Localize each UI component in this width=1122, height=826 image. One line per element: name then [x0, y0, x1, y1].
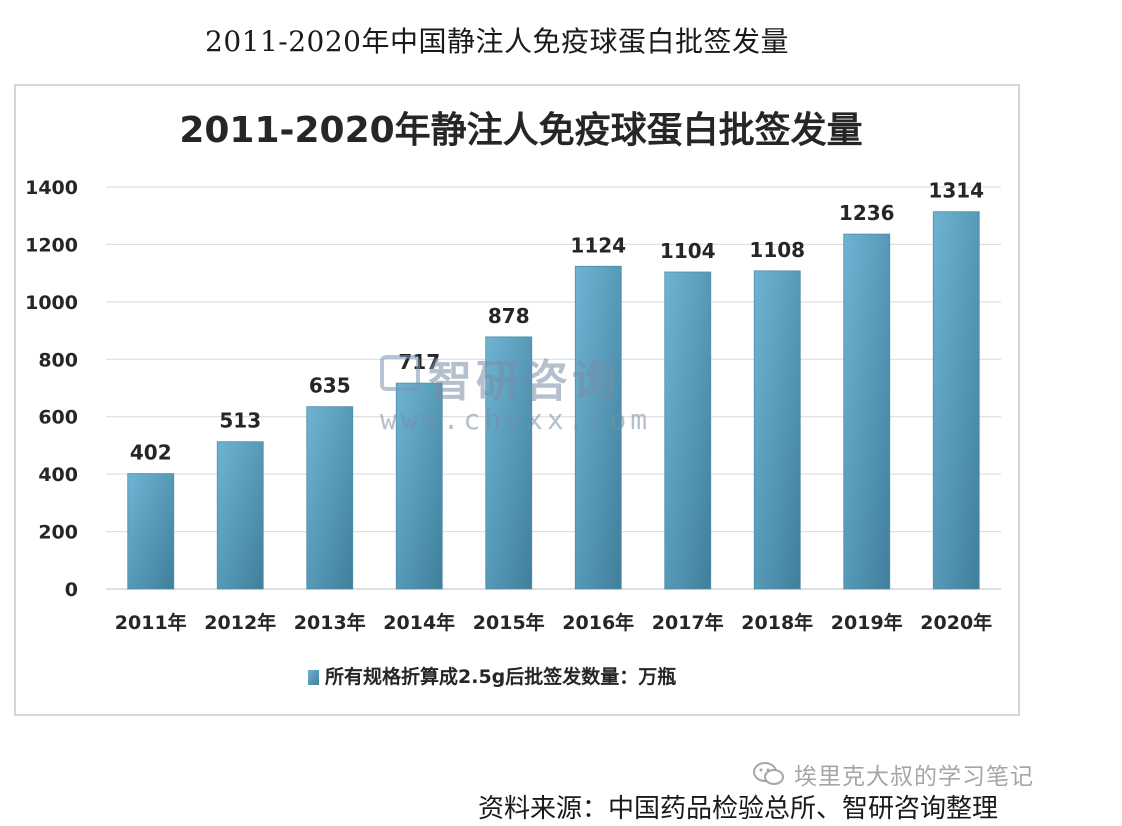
x-tick-label: 2013年 [294, 611, 366, 634]
data-label: 1124 [570, 233, 626, 257]
y-tick-label: 400 [38, 464, 78, 486]
x-tick-label: 2012年 [204, 611, 276, 634]
x-tick-label: 2016年 [562, 611, 634, 634]
data-label: 402 [130, 441, 172, 465]
x-axis-ticks: 2011年 2012年 2013年 2014年 2015年 2016年 2017年 2018年… [115, 611, 992, 634]
data-labels: 402 513 635 717 878 1124 1104 1108 1236 1314 [130, 179, 984, 465]
bar-chart: 2011-2020年静注人免疫球蛋白批签发量 0 200 400 600 800 1000… [25, 110, 1001, 688]
data-label: 1314 [928, 179, 984, 203]
y-tick-label: 1400 [25, 177, 78, 199]
bar [574, 265, 622, 590]
wechat-account-name: 埃里克大叔的学习笔记 [794, 764, 1034, 790]
bar [395, 382, 443, 590]
bar [664, 271, 712, 590]
chart-title: 2011-2020年静注人免疫球蛋白批签发量 [179, 110, 862, 151]
data-label: 635 [309, 374, 351, 398]
legend-swatch [308, 670, 319, 685]
y-tick-label: 1200 [25, 234, 78, 256]
y-tick-label: 1000 [25, 292, 78, 314]
x-tick-label: 2014年 [383, 611, 455, 634]
chart-frame: 2011-2020年静注人免疫球蛋白批签发量 0 200 400 600 800 1000… [14, 84, 1020, 716]
data-label: 717 [398, 350, 440, 374]
data-label: 1236 [839, 201, 895, 225]
bar [127, 473, 175, 590]
wechat-signature: 埃里克大叔的学习笔记 [752, 760, 1034, 790]
legend: 所有规格折算成2.5g后批签发数量：万瓶 [308, 665, 676, 688]
source-note: 资料来源：中国药品检验总所、智研咨询整理 [478, 794, 999, 824]
x-tick-label: 2018年 [741, 611, 813, 634]
y-tick-label: 800 [38, 349, 78, 371]
y-tick-label: 600 [38, 407, 78, 429]
bar [753, 270, 801, 590]
legend-label: 所有规格折算成2.5g后批签发数量：万瓶 [325, 665, 676, 688]
bar [306, 406, 354, 590]
x-tick-label: 2019年 [831, 611, 903, 634]
bar [485, 336, 533, 590]
data-label: 878 [488, 304, 530, 328]
x-tick-label: 2015年 [473, 611, 545, 634]
x-tick-label: 2017年 [652, 611, 724, 634]
wechat-icon [753, 762, 784, 785]
data-label: 1108 [749, 238, 805, 262]
y-tick-label: 200 [38, 522, 78, 544]
bar [216, 441, 264, 590]
y-axis-ticks: 0 200 400 600 800 1000 1200 1400 [25, 177, 78, 601]
page-title: 2011-2020年中国静注人免疫球蛋白批签发量 [205, 25, 789, 58]
bars [127, 211, 980, 590]
bar [932, 211, 980, 590]
x-tick-label: 2011年 [115, 611, 187, 634]
x-tick-label: 2020年 [920, 611, 992, 634]
data-label: 1104 [660, 239, 716, 263]
bar [843, 233, 891, 590]
y-tick-label: 0 [65, 579, 78, 601]
data-label: 513 [219, 409, 261, 433]
